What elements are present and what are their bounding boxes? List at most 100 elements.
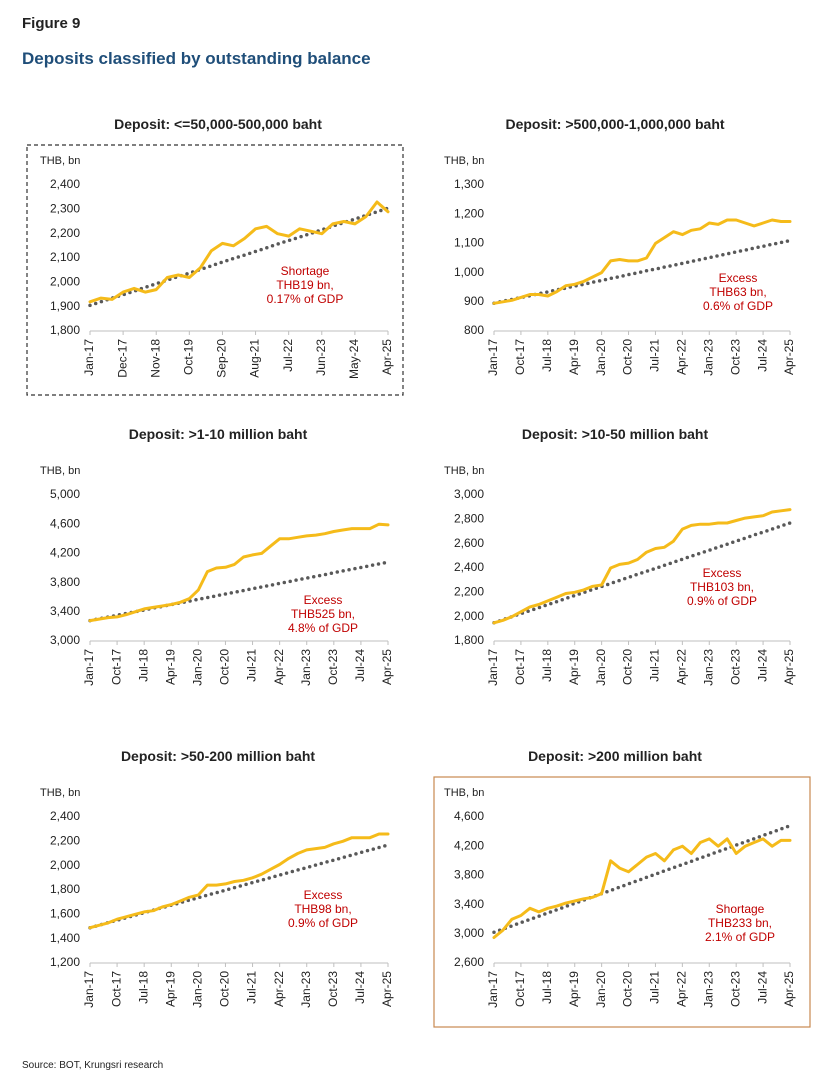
x-tick-label: Jul-24 (755, 649, 769, 682)
x-tick-label: Jan-17 (486, 649, 500, 686)
x-tick-label: Oct-17 (513, 339, 527, 375)
x-tick-label: Jan-17 (82, 339, 96, 376)
x-tick-label: Apr-25 (380, 339, 394, 375)
x-tick-label: Dec-17 (115, 339, 129, 378)
annotation: 0.17% of GDP (267, 292, 344, 306)
annotation: Excess (304, 888, 343, 902)
x-tick-label: Jul-21 (648, 971, 662, 1004)
x-tick-label: Apr-22 (675, 339, 689, 375)
deposit-line (492, 218, 792, 305)
x-tick-label: Apr-19 (567, 339, 581, 375)
x-tick-label: Apr-25 (782, 339, 796, 375)
chart-title: Deposit: >10-50 million baht (522, 426, 709, 442)
annotation: 0.9% of GDP (288, 916, 358, 930)
x-tick-label: Oct-17 (513, 971, 527, 1007)
y-tick-label: 2,400 (454, 560, 484, 574)
figure-title: Deposits classified by outstanding balan… (22, 49, 371, 68)
y-axis-label: THB, bn (444, 787, 484, 799)
y-tick-label: 1,000 (454, 265, 484, 279)
y-axis-label: THB, bn (444, 465, 484, 477)
x-tick-label: Jul-24 (353, 971, 367, 1004)
chart-title: Deposit: >500,000-1,000,000 baht (505, 116, 724, 132)
x-tick-label: Oct-19 (182, 339, 196, 375)
x-tick-label: Jan-23 (701, 339, 715, 376)
annotation: Shortage (281, 264, 330, 278)
annotation: 0.9% of GDP (687, 594, 757, 608)
y-tick-label: 2,400 (50, 809, 80, 823)
x-tick-label: Oct-20 (621, 649, 635, 685)
x-tick-label: May-24 (347, 339, 361, 379)
x-tick-label: Jul-21 (245, 649, 259, 682)
y-tick-label: 2,200 (50, 226, 80, 240)
y-tick-label: 3,000 (50, 633, 80, 647)
x-tick-label: Jul-18 (540, 971, 554, 1004)
x-tick-label: Oct-17 (109, 971, 123, 1007)
annotation: Excess (719, 271, 758, 285)
x-tick-label: Jul-24 (755, 971, 769, 1004)
y-axis-label: THB, bn (40, 787, 80, 799)
x-tick-label: Jan-23 (701, 649, 715, 686)
x-tick-label: Nov-18 (148, 339, 162, 378)
x-tick-label: Oct-20 (218, 649, 232, 685)
annotation: Excess (304, 593, 343, 607)
y-tick-label: 4,200 (50, 546, 80, 560)
chart-title: Deposit: >50-200 million baht (121, 748, 315, 764)
annotation: THB98 bn, (294, 902, 351, 916)
annotation: 4.8% of GDP (288, 621, 358, 635)
y-tick-label: 1,200 (454, 206, 484, 220)
y-tick-label: 2,000 (50, 275, 80, 289)
x-tick-label: Oct-20 (621, 971, 635, 1007)
y-axis-label: THB, bn (444, 155, 484, 167)
y-tick-label: 900 (464, 294, 484, 308)
y-tick-label: 2,200 (454, 585, 484, 599)
x-tick-label: Jan-17 (82, 649, 96, 686)
deposit-line (88, 522, 390, 623)
deposit-line (88, 832, 390, 930)
figure-label: Figure 9 (22, 15, 80, 32)
x-tick-label: Jan-23 (299, 649, 313, 686)
x-tick-label: Oct-17 (513, 649, 527, 685)
x-tick-label: Jan-20 (594, 971, 608, 1008)
y-tick-label: 2,100 (50, 250, 80, 264)
y-tick-label: 1,400 (50, 931, 80, 945)
annotation: THB103 bn, (690, 580, 754, 594)
y-tick-label: 4,200 (454, 838, 484, 852)
x-tick-label: Apr-25 (782, 649, 796, 685)
deposit-line (492, 508, 792, 625)
trend-line (492, 238, 792, 306)
x-tick-label: Jan-20 (191, 649, 205, 686)
y-tick-label: 2,400 (50, 177, 80, 191)
y-tick-label: 2,000 (454, 609, 484, 623)
x-tick-label: Jan-20 (191, 971, 205, 1008)
x-tick-label: Apr-25 (380, 649, 394, 685)
annotation: THB525 bn, (291, 607, 355, 621)
x-tick-label: Aug-21 (248, 339, 262, 378)
trend-line (492, 521, 792, 625)
trend-line (88, 843, 390, 930)
panel-border (26, 144, 404, 396)
x-tick-label: Jun-23 (314, 339, 328, 376)
x-tick-label: Jul-24 (755, 339, 769, 372)
y-tick-label: 4,600 (50, 516, 80, 530)
source: Source: BOT, Krungsri research (22, 1060, 163, 1071)
x-tick-label: Oct-23 (326, 971, 340, 1007)
y-tick-label: 4,600 (454, 809, 484, 823)
annotation: Excess (703, 566, 742, 580)
x-tick-label: Apr-22 (675, 649, 689, 685)
x-tick-label: Jan-20 (594, 649, 608, 686)
x-tick-label: Oct-20 (621, 339, 635, 375)
annotation: THB63 bn, (709, 285, 766, 299)
y-tick-label: 1,800 (50, 323, 80, 337)
x-tick-label: Jan-23 (701, 971, 715, 1008)
y-tick-label: 5,000 (50, 487, 80, 501)
y-tick-label: 3,400 (454, 897, 484, 911)
chart-title: Deposit: >1-10 million baht (129, 426, 308, 442)
deposit-line (492, 837, 792, 939)
deposit-line (88, 200, 390, 304)
annotation: THB233 bn, (708, 916, 772, 930)
annotation: 2.1% of GDP (705, 930, 775, 944)
x-tick-label: Apr-19 (567, 971, 581, 1007)
chart-title: Deposit: >200 million baht (528, 748, 702, 764)
chart-title: Deposit: <=50,000-500,000 baht (114, 116, 322, 132)
